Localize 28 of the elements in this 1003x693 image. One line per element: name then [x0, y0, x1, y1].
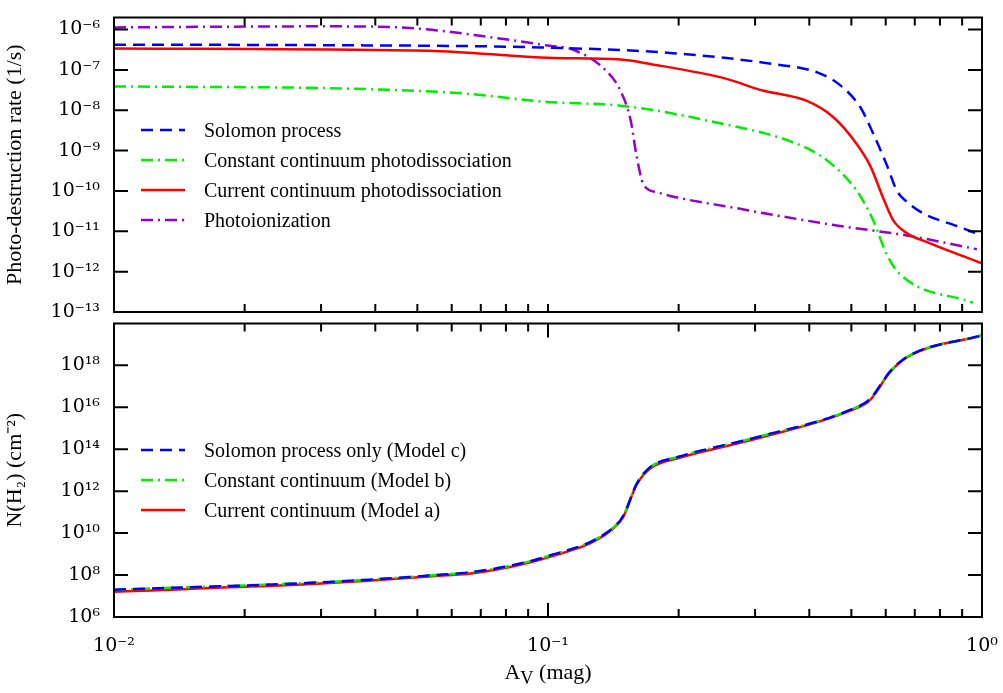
y-tick-label: 10⁻¹⁰: [50, 177, 101, 200]
y-tick-label: 10¹²: [60, 478, 100, 501]
y-axis-title: N(H₂) (cm⁻²): [0, 412, 26, 528]
legend-label: Constant continuum photodissociation: [204, 147, 512, 174]
y-tick-label: 10⁸: [68, 561, 101, 584]
y-tick-label: 10⁻⁸: [58, 97, 101, 120]
legend-label: Solomon process: [204, 117, 342, 144]
x-axis-title: A$_{V}$ (mag): [504, 659, 592, 690]
y-tick-label: 10¹⁴: [60, 436, 101, 459]
legend-label: Photoionization: [204, 207, 331, 233]
y-tick-label: 10⁻⁶: [58, 16, 101, 39]
legend-label: Current continuum photodissociation: [204, 177, 502, 204]
y-tick-label: 10⁻⁹: [58, 137, 101, 160]
legend-label: Constant continuum (Model b): [204, 468, 452, 494]
x-tick-label: 10⁻²: [93, 633, 135, 656]
y-axis-title: Photo-destruction rate (1/s): [0, 44, 26, 286]
x-tick-label: 10⁰: [966, 633, 999, 656]
y-tick-label: 10⁻¹¹: [50, 218, 100, 241]
y-tick-label: 10¹⁶: [60, 394, 101, 417]
y-tick-label: 10⁶: [68, 603, 101, 626]
y-tick-label: 10⁻¹³: [50, 298, 100, 321]
y-tick-label: 10¹⁸: [60, 352, 101, 375]
legend-label: Solomon process only (Model c): [204, 438, 467, 464]
x-tick-label: 10⁻¹: [527, 633, 569, 656]
y-tick-label: 10⁻¹²: [50, 258, 100, 281]
y-tick-label: 10⁻⁷: [58, 56, 101, 79]
legend-label: Current continuum (Model a): [204, 498, 441, 524]
y-tick-label: 10¹⁰: [60, 520, 101, 543]
